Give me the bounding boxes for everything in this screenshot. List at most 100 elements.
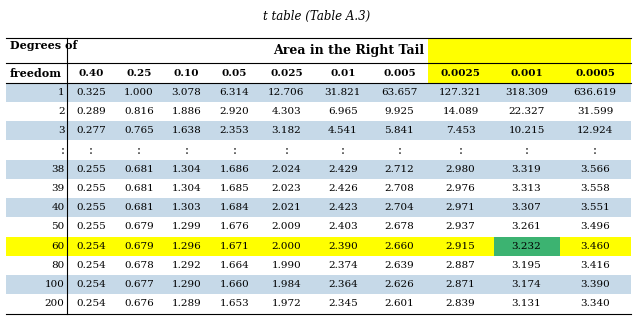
Text: 0.0005: 0.0005 xyxy=(575,68,615,77)
Bar xyxy=(115,275,163,294)
Bar xyxy=(427,256,494,275)
Bar xyxy=(163,83,210,102)
Text: 100: 100 xyxy=(45,280,65,289)
Bar xyxy=(115,256,163,275)
Text: 3.313: 3.313 xyxy=(512,184,541,193)
Bar xyxy=(427,140,494,160)
Bar xyxy=(371,102,427,121)
Text: 3.460: 3.460 xyxy=(580,242,610,251)
Bar xyxy=(210,160,258,179)
Bar xyxy=(314,217,371,236)
Bar xyxy=(67,83,115,102)
Bar xyxy=(67,275,115,294)
Text: t table (Table A.3): t table (Table A.3) xyxy=(263,10,371,23)
Bar xyxy=(258,275,314,294)
Bar xyxy=(163,217,210,236)
Text: 2.712: 2.712 xyxy=(384,165,414,174)
Text: 40: 40 xyxy=(51,203,65,212)
Text: 0.25: 0.25 xyxy=(126,68,152,77)
Text: 1.990: 1.990 xyxy=(271,261,301,270)
Bar xyxy=(371,179,427,198)
Text: :: : xyxy=(137,143,141,156)
Bar xyxy=(6,179,67,198)
Bar xyxy=(427,198,494,217)
Text: 0.025: 0.025 xyxy=(270,68,303,77)
Text: 1.684: 1.684 xyxy=(219,203,249,212)
Text: 3.261: 3.261 xyxy=(512,222,541,231)
Bar xyxy=(427,160,494,179)
Text: Area in the Right Tail: Area in the Right Tail xyxy=(273,44,425,57)
Bar xyxy=(6,198,67,217)
Text: 0.254: 0.254 xyxy=(76,300,106,308)
Bar xyxy=(427,217,494,236)
Text: 1.289: 1.289 xyxy=(172,300,202,308)
Text: 0.681: 0.681 xyxy=(124,203,153,212)
Bar xyxy=(427,83,494,102)
Bar xyxy=(163,140,210,160)
Text: 2.345: 2.345 xyxy=(328,300,358,308)
Text: :: : xyxy=(89,143,93,156)
Text: 0.679: 0.679 xyxy=(124,242,153,251)
Text: 1.886: 1.886 xyxy=(172,107,202,116)
Text: 50: 50 xyxy=(51,222,65,231)
Text: 2.021: 2.021 xyxy=(271,203,301,212)
Text: 7.453: 7.453 xyxy=(446,126,476,135)
Bar xyxy=(427,63,494,83)
Text: 0.40: 0.40 xyxy=(79,68,104,77)
Text: 6.965: 6.965 xyxy=(328,107,358,116)
Bar xyxy=(258,140,314,160)
Bar xyxy=(67,160,115,179)
Text: 2.839: 2.839 xyxy=(446,300,476,308)
Bar xyxy=(314,140,371,160)
Text: 4.303: 4.303 xyxy=(271,107,301,116)
Bar xyxy=(560,140,631,160)
Text: 9.925: 9.925 xyxy=(384,107,414,116)
Text: 1.664: 1.664 xyxy=(219,261,249,270)
Bar xyxy=(427,121,494,140)
Bar xyxy=(258,198,314,217)
Bar xyxy=(115,102,163,121)
Text: 3.551: 3.551 xyxy=(580,203,610,212)
Text: 31.599: 31.599 xyxy=(577,107,614,116)
Bar xyxy=(560,179,631,198)
Bar xyxy=(494,83,560,102)
Bar xyxy=(314,179,371,198)
Text: 3.182: 3.182 xyxy=(271,126,301,135)
Bar xyxy=(258,256,314,275)
Text: 2.639: 2.639 xyxy=(384,261,414,270)
Text: 3.307: 3.307 xyxy=(512,203,541,212)
Text: 80: 80 xyxy=(51,261,65,270)
Bar xyxy=(314,121,371,140)
Text: 0.05: 0.05 xyxy=(222,68,247,77)
Bar xyxy=(494,179,560,198)
Bar xyxy=(314,236,371,256)
Text: 31.821: 31.821 xyxy=(325,88,361,97)
Bar xyxy=(6,160,67,179)
Bar xyxy=(210,140,258,160)
Bar xyxy=(427,179,494,198)
Bar xyxy=(560,294,631,314)
Text: 0.255: 0.255 xyxy=(76,203,106,212)
Bar xyxy=(494,121,560,140)
Bar xyxy=(258,236,314,256)
Bar xyxy=(210,179,258,198)
Bar xyxy=(258,83,314,102)
Text: 0.289: 0.289 xyxy=(76,107,106,116)
Bar xyxy=(6,38,631,63)
Bar xyxy=(314,160,371,179)
Bar xyxy=(560,256,631,275)
Bar xyxy=(67,236,115,256)
Bar xyxy=(560,102,631,121)
Text: 0.254: 0.254 xyxy=(76,261,106,270)
Text: 2.374: 2.374 xyxy=(328,261,358,270)
Text: 1.653: 1.653 xyxy=(219,300,249,308)
Text: 0.678: 0.678 xyxy=(124,261,153,270)
Bar xyxy=(494,38,560,63)
Bar xyxy=(210,294,258,314)
Bar xyxy=(560,38,631,63)
Bar xyxy=(115,198,163,217)
Bar xyxy=(6,217,67,236)
Bar xyxy=(560,236,631,256)
Bar xyxy=(314,294,371,314)
Bar xyxy=(258,217,314,236)
